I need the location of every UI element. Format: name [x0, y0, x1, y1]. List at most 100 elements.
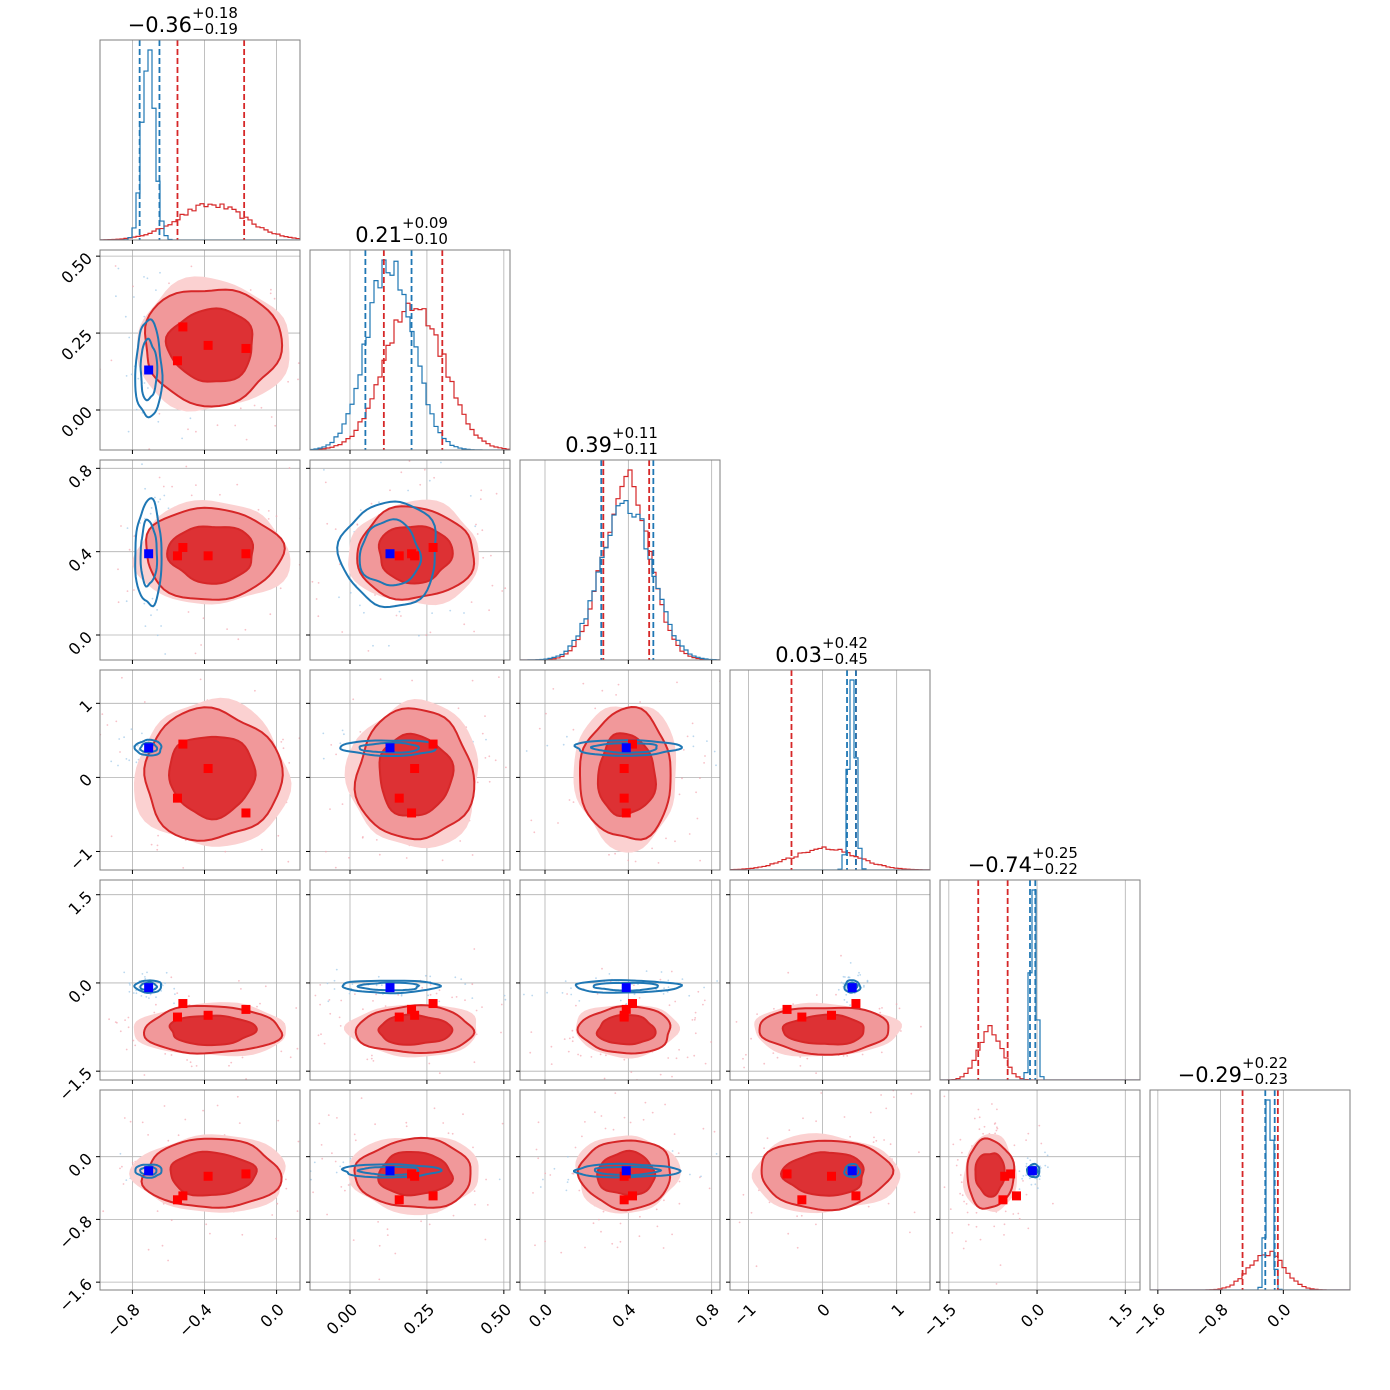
red-sample-point [129, 1120, 132, 1123]
blue-sample-point [1022, 1175, 1025, 1177]
red-sample-point [306, 1043, 308, 1045]
title-lower-error: −0.23 [1242, 1070, 1288, 1088]
red-sample-point [695, 791, 697, 794]
red-sample-point [156, 844, 159, 847]
blue-sample-point [736, 1165, 738, 1167]
red-sample-point [320, 1033, 322, 1036]
red-sample-point [329, 808, 331, 810]
red-histogram [730, 846, 930, 870]
red-sample-point [651, 1111, 654, 1114]
red-sample-point [617, 683, 620, 686]
blue-square-marker [385, 1166, 395, 1176]
red-sample-point [285, 1178, 287, 1181]
x-tick-label: 0.0 [1017, 1300, 1048, 1331]
red-sample-point [189, 463, 191, 465]
red-sample-point [303, 1170, 305, 1172]
blue-sample-point [144, 978, 147, 980]
red-sample-point [994, 1132, 996, 1135]
red-sample-point [657, 862, 660, 864]
red-square-marker [628, 739, 637, 749]
blue-sample-point [552, 739, 554, 741]
x-tick-label: −0.8 [1191, 1300, 1232, 1341]
red-square-marker [394, 1195, 404, 1205]
blue-contour-2sigma [574, 979, 683, 994]
red-sample-point [305, 1197, 307, 1199]
red-sample-point [880, 1094, 882, 1096]
red-sample-point [334, 1182, 336, 1184]
red-sample-point [619, 1222, 622, 1225]
blue-sample-point [500, 1169, 502, 1171]
blue-sample-point [755, 995, 757, 997]
blue-sample-point [164, 982, 167, 985]
blue-sample-point [595, 977, 597, 979]
red-sample-point [150, 843, 153, 846]
red-square-marker [428, 543, 438, 552]
red-sample-point [238, 980, 240, 982]
red-sample-point [741, 803, 743, 805]
red-sample-point [147, 1248, 150, 1251]
blue-sample-point [570, 987, 572, 990]
red-sample-point [991, 1103, 993, 1105]
red-sample-point [872, 1141, 875, 1143]
blue-sample-point [633, 993, 636, 996]
red-sample-point [241, 1233, 244, 1236]
red-square-marker [428, 999, 438, 1009]
red-sample-point [203, 668, 205, 670]
red-sample-point [727, 811, 729, 813]
blue-sample-point [537, 1171, 539, 1173]
blue-sample-point [688, 994, 691, 997]
red-sample-point [955, 1164, 958, 1167]
red-sample-point [867, 1205, 870, 1208]
blue-sample-point [135, 761, 138, 764]
blue-sample-point [842, 975, 845, 978]
red-sample-point [471, 983, 474, 986]
blue-sample-point [429, 975, 432, 978]
red-sample-point [612, 1128, 615, 1131]
red-sample-point [318, 1122, 321, 1125]
red-sample-point [690, 1047, 692, 1049]
red-sample-point [763, 1147, 765, 1150]
red-sample-point [562, 568, 564, 570]
red-sample-point [376, 1205, 378, 1207]
red-sample-point [723, 1158, 725, 1160]
blue-sample-point [157, 485, 159, 487]
red-sample-point [336, 1117, 338, 1119]
red-sample-point [184, 1118, 187, 1121]
red-sample-point [307, 1045, 309, 1047]
red-sample-point [655, 1208, 658, 1211]
blue-sample-point [128, 336, 131, 339]
red-square-marker [203, 764, 213, 774]
y-tick-label: 0.0 [65, 976, 96, 1007]
red-sample-point [334, 528, 337, 530]
red-sample-point [123, 1117, 126, 1119]
blue-contour-2sigma [339, 739, 438, 757]
red-sample-point [473, 948, 476, 950]
red-sample-point [315, 598, 318, 600]
red-sample-point [614, 1092, 617, 1094]
red-sample-point [667, 1057, 670, 1059]
blue-sample-point [844, 976, 846, 978]
red-sample-point [756, 1013, 758, 1015]
red-sample-point [102, 1210, 105, 1213]
blue-sample-point [290, 1187, 292, 1189]
red-sample-point [815, 1223, 817, 1226]
red-sample-point [910, 1092, 913, 1095]
blue-sample-point [866, 979, 869, 982]
red-sample-point [639, 701, 641, 703]
red-sample-point [336, 873, 338, 875]
red-sample-point [89, 810, 91, 812]
red-sample-point [339, 1025, 342, 1027]
red-sample-point [675, 1057, 678, 1060]
red-sample-point [96, 825, 98, 827]
red-square-marker [178, 1191, 188, 1201]
red-sample-point [545, 712, 547, 715]
red-sample-point [815, 994, 818, 996]
red-sample-point [161, 1087, 163, 1089]
blue-sample-point [333, 979, 336, 982]
red-sample-point [389, 489, 391, 492]
red-sample-point [993, 1225, 996, 1228]
red-sample-point [765, 1077, 767, 1079]
blue-sample-point [123, 971, 126, 974]
blue-sample-point [645, 970, 648, 972]
histogram-panel-5 [1150, 1090, 1350, 1290]
